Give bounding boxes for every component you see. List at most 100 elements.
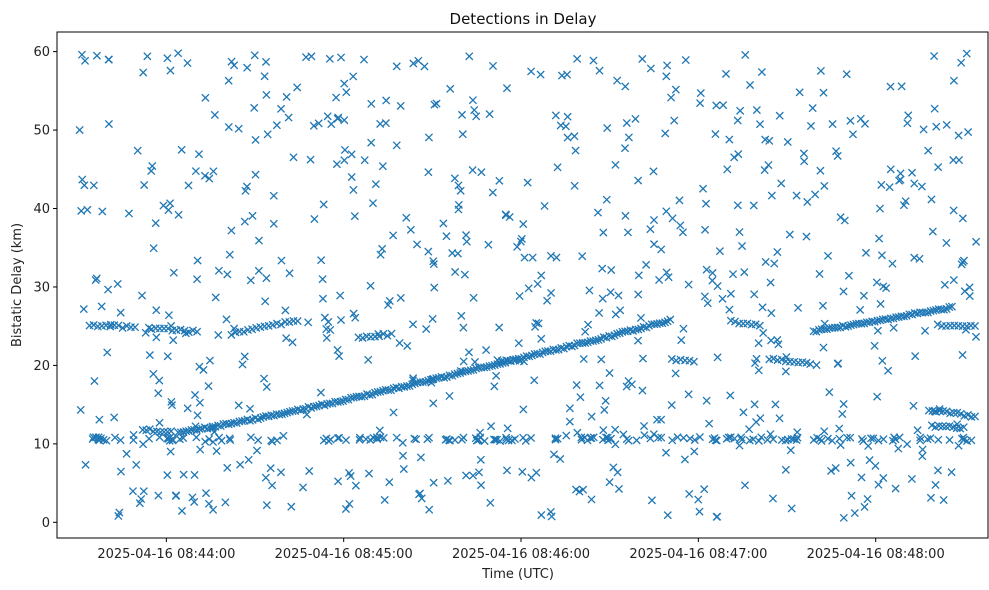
data-point xyxy=(636,313,645,322)
data-point xyxy=(620,144,630,153)
data-point xyxy=(557,71,567,80)
data-point xyxy=(819,343,828,352)
data-point xyxy=(118,323,127,333)
data-point xyxy=(806,121,816,131)
data-point xyxy=(538,348,547,357)
data-point xyxy=(713,353,722,362)
y-tick-label: 60 xyxy=(33,45,50,60)
data-point xyxy=(310,214,319,224)
data-point xyxy=(287,502,296,511)
data-point xyxy=(839,399,848,409)
data-point xyxy=(740,268,749,277)
data-point xyxy=(802,232,811,241)
data-point xyxy=(836,440,845,450)
data-point xyxy=(416,453,425,462)
data-point xyxy=(916,436,925,445)
data-point xyxy=(945,435,954,445)
y-axis-title: Bistatic Delay (km) xyxy=(10,223,25,347)
data-point xyxy=(740,481,750,490)
data-point xyxy=(266,464,275,473)
data-point xyxy=(752,105,761,115)
data-point xyxy=(622,382,631,391)
data-point xyxy=(495,323,504,332)
data-point xyxy=(199,365,208,374)
data-point xyxy=(879,282,888,291)
data-point xyxy=(949,276,958,285)
data-point xyxy=(870,317,879,326)
data-point xyxy=(279,431,288,440)
data-point xyxy=(281,306,290,315)
data-point xyxy=(624,133,633,142)
data-point xyxy=(495,176,504,185)
data-point xyxy=(543,296,552,305)
data-point xyxy=(786,446,795,455)
data-point xyxy=(970,321,980,331)
data-point xyxy=(340,116,349,125)
data-point xyxy=(621,211,630,220)
data-point xyxy=(775,414,784,423)
data-point xyxy=(589,56,598,65)
data-point xyxy=(926,493,935,502)
data-point xyxy=(225,250,234,259)
data-point xyxy=(711,436,720,445)
data-point xyxy=(450,174,459,183)
data-point xyxy=(428,314,437,323)
data-point xyxy=(336,53,346,62)
data-point xyxy=(230,61,239,70)
data-point xyxy=(614,291,623,300)
data-point xyxy=(658,319,667,328)
data-point xyxy=(537,510,546,520)
data-point xyxy=(282,334,291,343)
data-point xyxy=(424,133,433,142)
data-point xyxy=(666,315,675,324)
data-point xyxy=(283,408,292,417)
data-point xyxy=(771,400,780,409)
data-point xyxy=(269,191,278,200)
data-point xyxy=(865,456,874,465)
data-point xyxy=(787,434,796,444)
data-point xyxy=(167,401,176,410)
data-point xyxy=(646,64,655,73)
data-point xyxy=(227,57,236,66)
data-point xyxy=(191,422,200,431)
data-point xyxy=(340,79,349,88)
data-point xyxy=(735,441,744,450)
data-point xyxy=(680,455,689,464)
data-point xyxy=(486,422,496,431)
data-point xyxy=(147,166,156,176)
data-point xyxy=(224,420,233,429)
data-point xyxy=(502,435,511,444)
data-point xyxy=(677,336,686,345)
data-point xyxy=(430,100,439,109)
data-point xyxy=(836,213,845,222)
data-point xyxy=(376,119,385,128)
data-point xyxy=(181,329,190,338)
data-point xyxy=(466,366,475,375)
data-point xyxy=(324,437,333,446)
data-point xyxy=(492,371,501,380)
data-point xyxy=(336,291,345,300)
data-point xyxy=(911,352,920,361)
data-point xyxy=(767,191,776,200)
data-point xyxy=(726,391,735,400)
data-point xyxy=(385,296,394,306)
data-point xyxy=(668,214,677,223)
data-point xyxy=(917,182,926,191)
data-point xyxy=(556,454,565,464)
data-point xyxy=(204,381,213,391)
data-point xyxy=(110,433,120,442)
data-point xyxy=(570,181,579,190)
data-point xyxy=(652,415,662,424)
data-point xyxy=(831,463,840,473)
data-point xyxy=(587,495,596,504)
data-point xyxy=(886,165,895,174)
data-point xyxy=(298,483,308,492)
data-point xyxy=(163,471,172,480)
data-point xyxy=(372,433,381,442)
data-point xyxy=(734,150,743,159)
data-point xyxy=(527,67,536,76)
data-point xyxy=(104,55,113,64)
data-point xyxy=(602,195,611,204)
data-point xyxy=(816,166,825,175)
data-point xyxy=(752,354,761,363)
